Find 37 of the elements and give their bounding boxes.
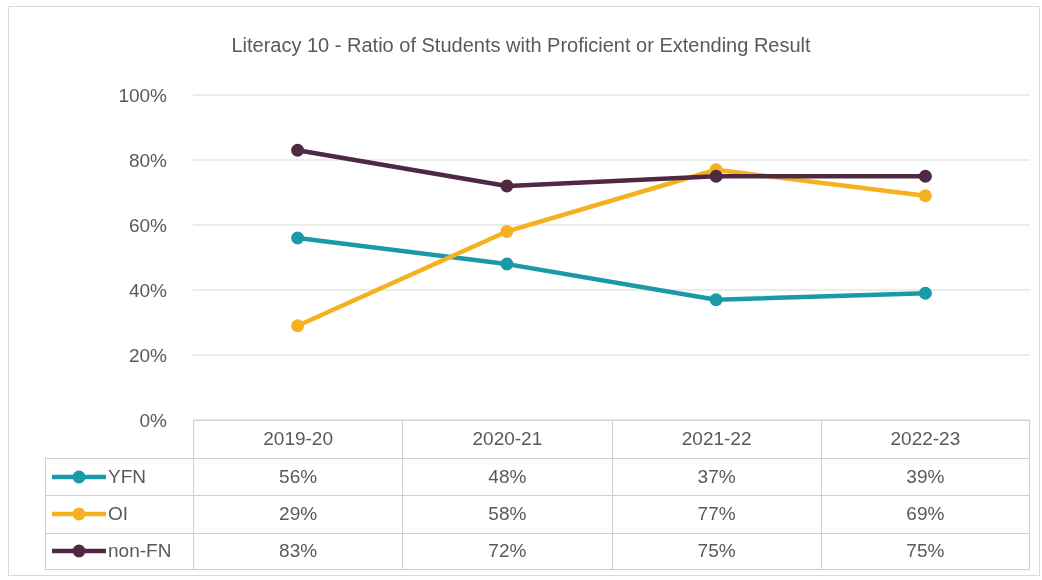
x-tick-label: 2022-23	[820, 420, 1030, 458]
x-tick-label: 2021-22	[611, 420, 821, 458]
legend-label: YFN	[108, 465, 146, 488]
point	[500, 257, 514, 271]
data-label: 48%	[402, 457, 612, 495]
y-tick-label: 80%	[128, 149, 168, 171]
legend-label: non-FN	[108, 540, 172, 563]
y-tick-label: 100%	[118, 84, 168, 106]
y-tick-label: 20%	[128, 344, 168, 366]
data-label: 29%	[193, 495, 403, 533]
x-tick-label: 2020-21	[402, 420, 612, 458]
data-label: 75%	[820, 532, 1030, 570]
data-label: 72%	[402, 532, 612, 570]
point	[918, 286, 932, 300]
point	[291, 231, 305, 245]
chart-title: Literacy 10 - Ratio of Students with Proficient or Extending Result	[230, 34, 812, 57]
x-tick-label: 2019-20	[193, 420, 403, 458]
data-label: 77%	[611, 495, 821, 533]
point	[500, 179, 514, 193]
data-label: 83%	[193, 532, 403, 570]
legend-label: OI	[108, 503, 129, 526]
y-tick-label: 0%	[139, 409, 168, 431]
data-label: 39%	[820, 457, 1030, 495]
point	[709, 169, 723, 183]
y-tick-label: 60%	[128, 214, 168, 236]
data-label: 58%	[402, 495, 612, 533]
y-tick-label: 40%	[128, 279, 168, 301]
data-label: 75%	[611, 532, 821, 570]
point	[918, 169, 932, 183]
data-label: 56%	[193, 457, 403, 495]
data-label: 69%	[820, 495, 1030, 533]
data-label: 37%	[611, 457, 821, 495]
point	[291, 319, 305, 333]
point	[709, 293, 723, 307]
point	[500, 225, 514, 238]
point	[291, 143, 305, 157]
point	[918, 189, 932, 203]
